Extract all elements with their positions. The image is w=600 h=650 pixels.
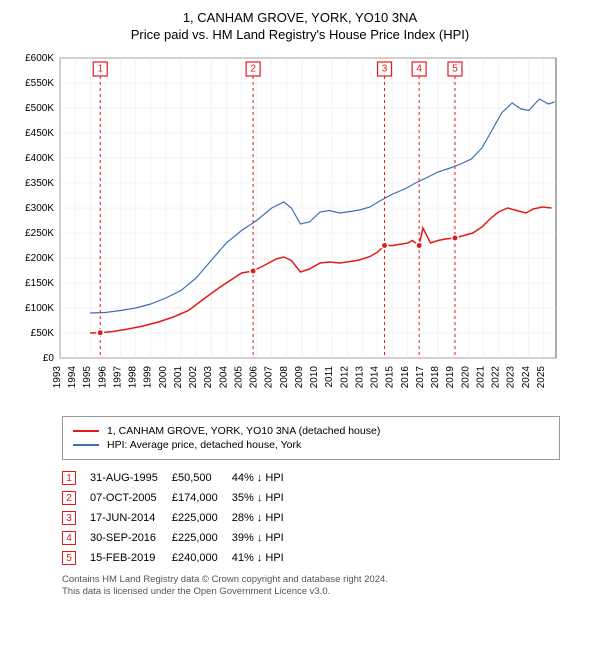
svg-text:2004: 2004 — [218, 366, 229, 389]
txn-price: £50,500 — [172, 468, 232, 488]
svg-text:2010: 2010 — [309, 366, 320, 389]
svg-text:2020: 2020 — [460, 366, 471, 389]
txn-date: 30-SEP-2016 — [90, 528, 172, 548]
svg-text:2018: 2018 — [430, 366, 441, 389]
svg-text:2015: 2015 — [385, 366, 396, 389]
legend-swatch — [73, 430, 99, 432]
chart-title-address: 1, CANHAM GROVE, YORK, YO10 3NA — [10, 10, 590, 25]
svg-text:3: 3 — [382, 64, 388, 75]
marker-ref-box: 2 — [62, 491, 76, 505]
txn-date: 15-FEB-2019 — [90, 548, 172, 568]
transactions-table: 1 31-AUG-1995£50,50044% ↓ HPI 2 07-OCT-2005… — [62, 468, 298, 568]
svg-text:1999: 1999 — [143, 366, 154, 389]
svg-text:1994: 1994 — [67, 366, 78, 389]
table-row: 5 15-FEB-2019£240,00041% ↓ HPI — [62, 548, 298, 568]
svg-text:2002: 2002 — [188, 366, 199, 389]
chart-title-desc: Price paid vs. HM Land Registry's House … — [10, 27, 590, 42]
legend-swatch — [73, 444, 99, 446]
txn-pct-vs-hpi: 44% ↓ HPI — [232, 468, 298, 488]
txn-pct-vs-hpi: 28% ↓ HPI — [232, 508, 298, 528]
svg-text:2005: 2005 — [233, 366, 244, 389]
svg-text:2001: 2001 — [173, 366, 184, 389]
svg-text:2019: 2019 — [445, 366, 456, 389]
txn-pct-vs-hpi: 41% ↓ HPI — [232, 548, 298, 568]
marker-ref-box: 4 — [62, 531, 76, 545]
svg-text:£400K: £400K — [25, 153, 54, 164]
footer-attribution: Contains HM Land Registry data © Crown c… — [62, 574, 560, 599]
svg-text:2003: 2003 — [203, 366, 214, 389]
svg-text:£600K: £600K — [25, 53, 54, 64]
legend: 1, CANHAM GROVE, YORK, YO10 3NA (detache… — [62, 416, 560, 460]
svg-text:2014: 2014 — [370, 366, 381, 389]
svg-text:£50K: £50K — [31, 328, 55, 339]
svg-text:1997: 1997 — [112, 366, 123, 389]
svg-text:1993: 1993 — [52, 366, 63, 389]
svg-text:2016: 2016 — [400, 366, 411, 389]
legend-label: HPI: Average price, detached house, York — [107, 439, 301, 451]
svg-text:£450K: £450K — [25, 128, 54, 139]
legend-label: 1, CANHAM GROVE, YORK, YO10 3NA (detache… — [107, 425, 380, 437]
svg-text:£0: £0 — [43, 353, 55, 364]
svg-text:£150K: £150K — [25, 278, 54, 289]
svg-text:£500K: £500K — [25, 103, 54, 114]
txn-pct-vs-hpi: 39% ↓ HPI — [232, 528, 298, 548]
marker-ref-box: 1 — [62, 471, 76, 485]
svg-text:£550K: £550K — [25, 78, 54, 89]
svg-text:£300K: £300K — [25, 203, 54, 214]
txn-date: 07-OCT-2005 — [90, 488, 172, 508]
svg-text:2017: 2017 — [415, 366, 426, 389]
txn-price: £225,000 — [172, 508, 232, 528]
svg-text:2008: 2008 — [279, 366, 290, 389]
svg-text:2000: 2000 — [158, 366, 169, 389]
svg-text:1: 1 — [97, 64, 103, 75]
svg-text:2011: 2011 — [324, 366, 335, 388]
svg-text:2025: 2025 — [536, 366, 547, 389]
table-row: 3 17-JUN-2014£225,00028% ↓ HPI — [62, 508, 298, 528]
svg-text:2012: 2012 — [339, 366, 350, 389]
svg-text:5: 5 — [452, 64, 458, 75]
svg-text:1995: 1995 — [82, 366, 93, 389]
txn-price: £174,000 — [172, 488, 232, 508]
txn-date: 17-JUN-2014 — [90, 508, 172, 528]
svg-text:£100K: £100K — [25, 303, 54, 314]
table-row: 4 30-SEP-2016£225,00039% ↓ HPI — [62, 528, 298, 548]
table-row: 1 31-AUG-1995£50,50044% ↓ HPI — [62, 468, 298, 488]
txn-price: £240,000 — [172, 548, 232, 568]
txn-date: 31-AUG-1995 — [90, 468, 172, 488]
svg-text:2006: 2006 — [249, 366, 260, 389]
svg-text:2021: 2021 — [475, 366, 486, 389]
svg-text:2007: 2007 — [264, 366, 275, 389]
table-row: 2 07-OCT-2005£174,00035% ↓ HPI — [62, 488, 298, 508]
svg-text:2013: 2013 — [354, 366, 365, 389]
txn-price: £225,000 — [172, 528, 232, 548]
footer-line2: This data is licensed under the Open Gov… — [62, 586, 560, 598]
legend-item: 1, CANHAM GROVE, YORK, YO10 3NA (detache… — [73, 425, 549, 437]
txn-pct-vs-hpi: 35% ↓ HPI — [232, 488, 298, 508]
svg-text:£250K: £250K — [25, 228, 54, 239]
svg-text:2022: 2022 — [491, 366, 502, 389]
svg-text:2023: 2023 — [506, 366, 517, 389]
svg-text:1996: 1996 — [97, 366, 108, 389]
marker-ref-box: 3 — [62, 511, 76, 525]
price-line-chart: £0 £50K £100K £150K £200K £250K £300K £350K £400… — [10, 50, 570, 410]
svg-text:1998: 1998 — [128, 366, 139, 389]
chart-container: £0 £50K £100K £150K £200K £250K £300K £350K £400… — [10, 50, 590, 410]
legend-item: HPI: Average price, detached house, York — [73, 439, 549, 451]
marker-ref-box: 5 — [62, 551, 76, 565]
svg-text:£200K: £200K — [25, 253, 54, 264]
footer-line1: Contains HM Land Registry data © Crown c… — [62, 574, 560, 586]
svg-text:2024: 2024 — [521, 366, 532, 389]
svg-text:4: 4 — [416, 64, 422, 75]
svg-text:2009: 2009 — [294, 366, 305, 389]
svg-text:£350K: £350K — [25, 178, 54, 189]
svg-text:2: 2 — [250, 64, 256, 75]
